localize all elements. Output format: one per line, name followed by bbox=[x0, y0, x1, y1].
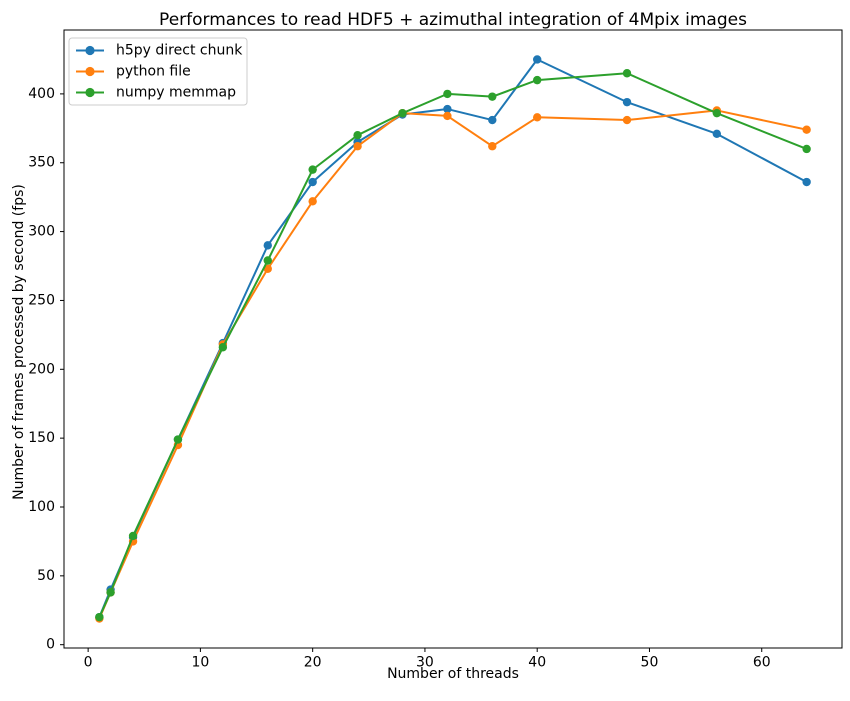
data-point-h5py-direct-chunk bbox=[802, 177, 811, 187]
x-axis-tick-label: 40 bbox=[528, 655, 546, 671]
y-axis-tick-label: 0 bbox=[46, 637, 55, 653]
data-point-numpy-memmap bbox=[398, 108, 407, 118]
data-point-numpy-memmap bbox=[128, 531, 138, 541]
x-axis-tick-label: 0 bbox=[84, 655, 93, 671]
data-point-numpy-memmap bbox=[353, 131, 362, 140]
data-point-h5py-direct-chunk bbox=[622, 97, 632, 107]
series-line-python-file bbox=[98, 109, 808, 620]
y-axis-label-text: Number of frames processed by second (fp… bbox=[11, 184, 27, 500]
y-axis-tick-label: 50 bbox=[37, 568, 55, 584]
data-point-numpy-memmap bbox=[443, 89, 452, 99]
x-axis-label: Number of threads bbox=[387, 666, 519, 682]
data-point-numpy-memmap bbox=[263, 256, 272, 265]
x-axis-tick-label: 60 bbox=[753, 655, 771, 671]
data-point-numpy-memmap bbox=[802, 144, 811, 154]
y-axis-tick-label: 250 bbox=[28, 292, 55, 308]
y-axis-tick-label: 400 bbox=[28, 86, 55, 102]
data-point-h5py-direct-chunk bbox=[443, 104, 452, 114]
data-point-numpy-memmap bbox=[488, 92, 497, 101]
y-axis-tick-label: 100 bbox=[28, 499, 55, 515]
x-axis-tick-label: 10 bbox=[191, 655, 209, 671]
data-point-python-file bbox=[443, 111, 452, 121]
data-point-numpy-memmap bbox=[106, 588, 115, 597]
y-axis-tick-label: 300 bbox=[28, 224, 55, 240]
data-point-numpy-memmap bbox=[712, 108, 722, 118]
axes-frame bbox=[63, 29, 843, 649]
data-point-python-file bbox=[308, 197, 317, 206]
legend-marker-python-file bbox=[85, 66, 95, 77]
data-point-python-file bbox=[622, 115, 632, 125]
data-point-h5py-direct-chunk bbox=[488, 115, 497, 125]
data-point-h5py-direct-chunk bbox=[532, 55, 542, 64]
y-axis-tick-label: 350 bbox=[28, 155, 55, 171]
data-point-h5py-direct-chunk bbox=[263, 241, 272, 250]
data-point-python-file bbox=[488, 142, 497, 151]
y-axis-tick-label: 200 bbox=[28, 361, 55, 377]
x-axis-tick-label: 30 bbox=[416, 655, 434, 671]
data-point-numpy-memmap bbox=[95, 612, 104, 622]
data-point-numpy-memmap bbox=[218, 343, 228, 352]
data-point-python-file bbox=[802, 125, 811, 134]
legend-label-numpy-memmap: numpy memmap bbox=[116, 85, 236, 101]
data-point-numpy-memmap bbox=[622, 69, 632, 78]
legend-box bbox=[68, 37, 248, 106]
series-line-h5py-direct-chunk bbox=[98, 58, 808, 619]
data-point-numpy-memmap bbox=[532, 75, 542, 85]
chart-title: Performances to read HDF5 + azimuthal in… bbox=[159, 10, 747, 30]
legend-marker-numpy-memmap bbox=[85, 87, 95, 98]
data-point-numpy-memmap bbox=[308, 165, 317, 174]
data-point-h5py-direct-chunk bbox=[712, 129, 722, 139]
y-axis-tick-label: 150 bbox=[28, 430, 55, 446]
x-axis-tick-label: 50 bbox=[641, 655, 659, 671]
legend-marker-h5py-direct-chunk bbox=[85, 45, 95, 56]
data-point-numpy-memmap bbox=[173, 435, 183, 444]
data-point-python-file bbox=[532, 113, 542, 122]
x-axis-tick-label: 20 bbox=[304, 655, 322, 671]
data-point-h5py-direct-chunk bbox=[308, 177, 317, 187]
legend-label-h5py-direct-chunk: h5py direct chunk bbox=[116, 43, 243, 59]
legend-label-python-file: python file bbox=[116, 64, 191, 80]
series-line-numpy-memmap bbox=[98, 72, 808, 619]
data-point-python-file bbox=[353, 142, 362, 151]
